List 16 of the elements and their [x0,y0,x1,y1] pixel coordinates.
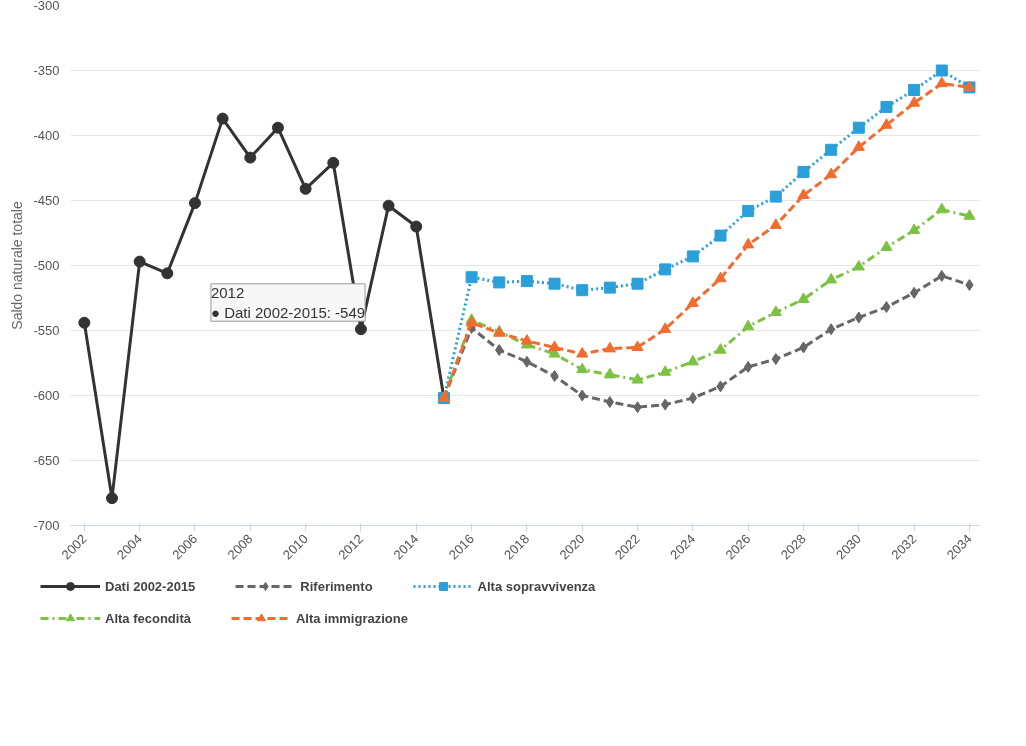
y-tick-label: -700 [33,518,60,533]
y-tick-label: -650 [33,453,60,468]
legend-label: Alta sopravvivenza [477,578,596,594]
y-tick-label: -600 [33,388,60,403]
legend-label: Alta immigrazione [295,610,408,626]
legend-label: Riferimento [300,578,373,594]
y-tick-label: -300 [33,0,60,13]
y-tick-label: -500 [33,258,60,273]
annotation: 2012 ● Dati 2002-2015: -549 [210,283,366,322]
y-axis-title: Saldo naturale totale [9,201,26,330]
y-tick-label: -550 [33,323,60,338]
y-tick-label: -400 [33,128,60,143]
y-tick-label: -450 [33,193,60,208]
legend-label: Alta fecondità [105,610,191,626]
legend-label: Dati 2002-2015 [105,578,196,594]
y-tick-label: -350 [33,63,60,78]
